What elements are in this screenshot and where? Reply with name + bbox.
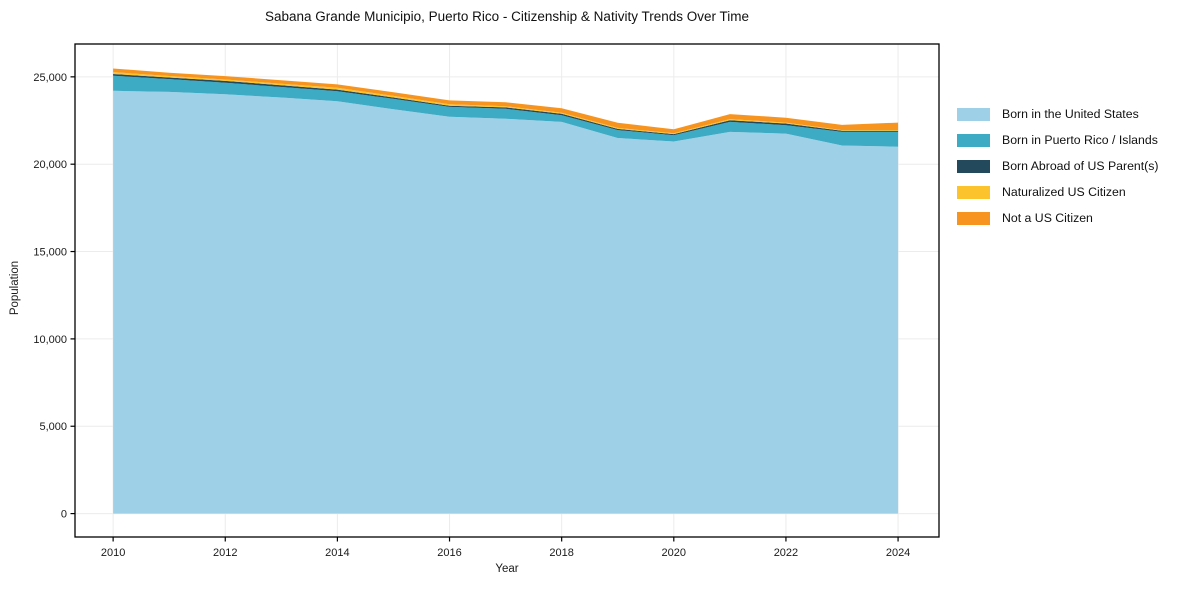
legend-label-not-citizen: Not a US Citizen [1002, 211, 1093, 225]
plot-border [74, 43, 940, 538]
x-tick-label: 2010 [101, 547, 125, 559]
legend: Born in the United States Born in Puerto… [957, 101, 1159, 231]
y-tick-label: 25,000 [33, 72, 67, 84]
legend-label-naturalized: Naturalized US Citizen [1002, 185, 1126, 199]
legend-swatch-born-pr [957, 133, 990, 147]
area-series-1 [113, 75, 899, 147]
area-series-4 [113, 68, 899, 134]
area-series-2 [113, 74, 899, 136]
legend-swatch-not-citizen [957, 211, 990, 225]
y-axis-title: Population [9, 260, 21, 316]
legend-label-born-pr: Born in Puerto Rico / Islands [1002, 133, 1158, 147]
x-axis-title: Year [495, 563, 519, 575]
chart-title: Sabana Grande Municipio, Puerto Rico - C… [265, 9, 749, 24]
y-tick-label: 15,000 [33, 247, 67, 259]
legend-item-born-pr: Born in Puerto Rico / Islands [957, 127, 1159, 153]
area-series-3 [113, 72, 899, 135]
y-tick-label: 5,000 [39, 421, 67, 433]
legend-item-not-citizen: Not a US Citizen [957, 205, 1159, 231]
legend-label-born-us: Born in the United States [1002, 107, 1139, 121]
legend-item-born-us: Born in the United States [957, 101, 1159, 127]
x-tick-label: 2022 [774, 547, 798, 559]
x-tick-label: 2012 [213, 547, 237, 559]
x-tick-label: 2018 [549, 547, 573, 559]
legend-item-naturalized: Naturalized US Citizen [957, 179, 1159, 205]
area-series-0 [113, 90, 899, 514]
y-tick-label: 10,000 [33, 334, 67, 346]
legend-swatch-naturalized [957, 185, 990, 199]
legend-swatch-born-abroad [957, 159, 990, 173]
x-tick-label: 2014 [325, 547, 349, 559]
x-tick-label: 2016 [437, 547, 461, 559]
legend-swatch-born-us [957, 107, 990, 121]
y-tick-label: 20,000 [33, 159, 67, 171]
y-tick-label: 0 [61, 509, 67, 521]
x-tick-label: 2020 [662, 547, 686, 559]
x-tick-label: 2024 [886, 547, 910, 559]
legend-item-born-abroad: Born Abroad of US Parent(s) [957, 153, 1159, 179]
legend-label-born-abroad: Born Abroad of US Parent(s) [1002, 159, 1159, 173]
